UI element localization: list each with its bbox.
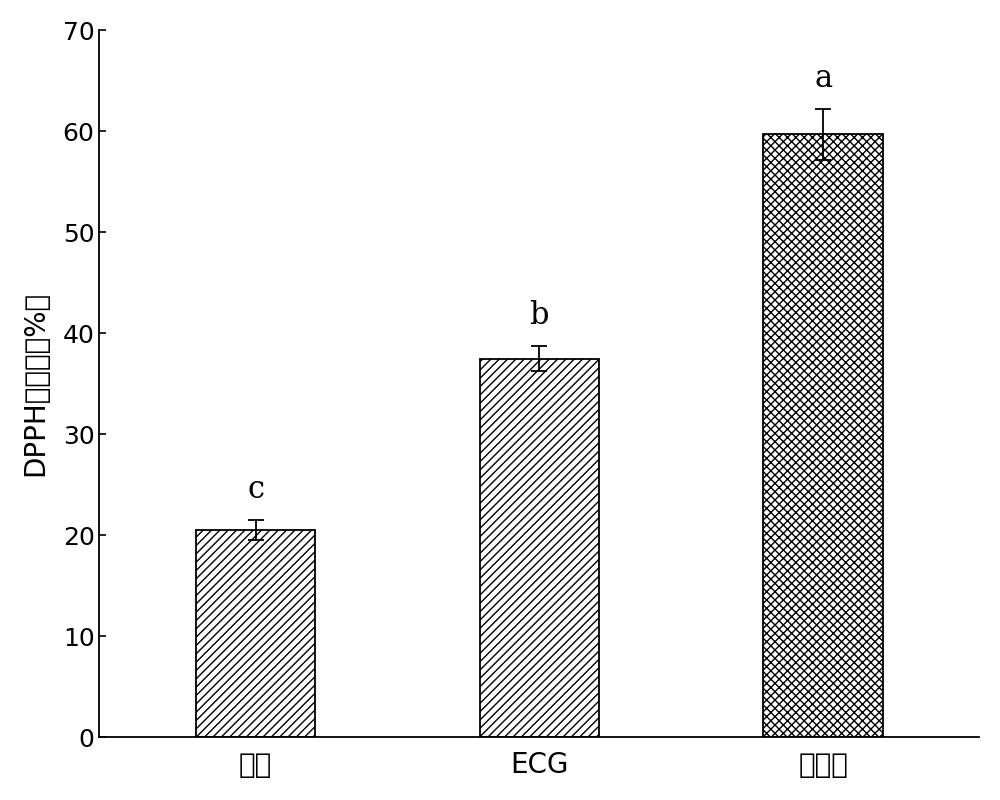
Text: c: c xyxy=(247,474,264,505)
Bar xyxy=(763,134,883,738)
Bar xyxy=(480,358,599,738)
Text: a: a xyxy=(814,63,832,94)
Bar xyxy=(196,530,315,738)
Text: b: b xyxy=(530,300,549,331)
Y-axis label: DPPH清除率（%）: DPPH清除率（%） xyxy=(21,291,49,476)
